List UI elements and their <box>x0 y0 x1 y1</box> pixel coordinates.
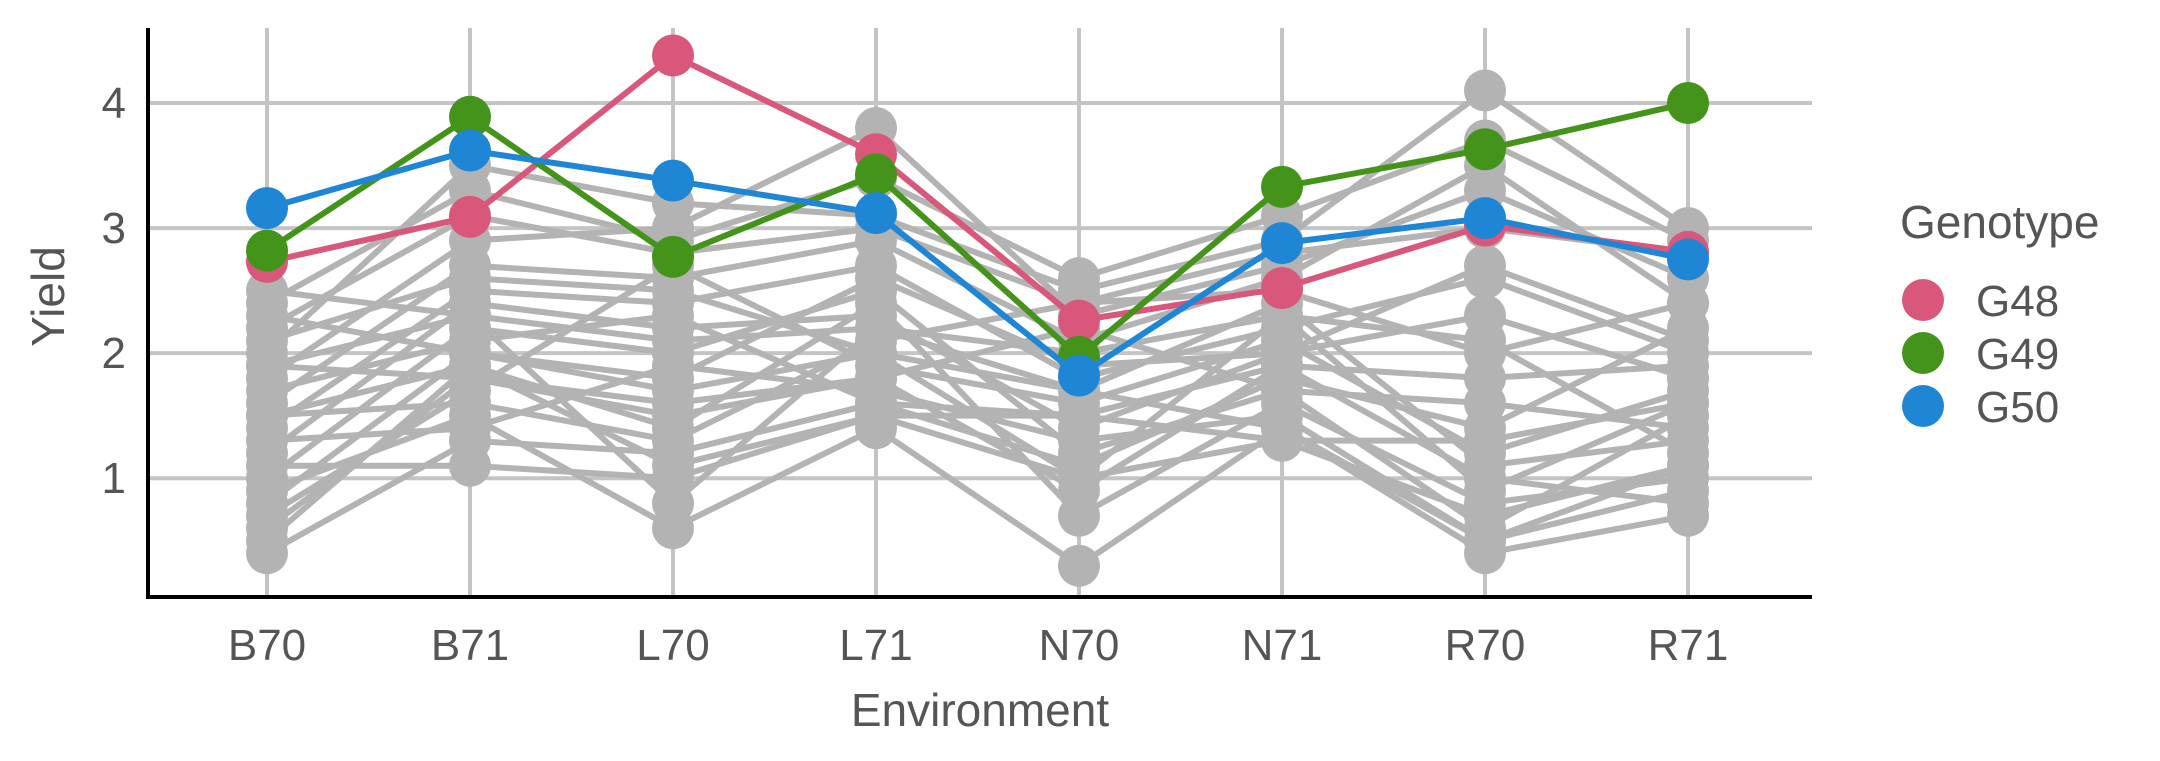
background-series-point <box>1464 419 1506 462</box>
background-series-point <box>855 394 897 437</box>
y-tick-label: 4 <box>102 79 126 128</box>
background-series-line <box>265 262 1689 519</box>
y-axis-title: Yield <box>22 246 74 347</box>
background-series-point <box>1058 394 1100 437</box>
series-point-g50 <box>1667 238 1709 281</box>
background-series-point <box>1464 319 1506 362</box>
background-series-point <box>652 332 694 375</box>
y-tick-label: 2 <box>102 329 126 378</box>
background-series-point <box>449 344 491 387</box>
background-series-point <box>449 294 491 337</box>
background-series-point <box>246 394 288 437</box>
series-point-g50 <box>1058 354 1100 397</box>
background-series-point <box>652 482 694 525</box>
x-tick-label: N71 <box>1242 621 1323 670</box>
background-series-point <box>652 394 694 437</box>
background-series-point <box>1464 382 1506 425</box>
series-line-g50 <box>266 147 1689 379</box>
background-series-point <box>855 307 897 350</box>
background-series-point <box>855 269 897 312</box>
series-point-g49 <box>855 153 897 196</box>
legend-label-g49: G49 <box>1976 330 2059 379</box>
background-series-point <box>1058 469 1100 512</box>
series-point-g50 <box>1464 197 1506 240</box>
background-series-line <box>266 312 1690 544</box>
background-series-line <box>265 262 1690 431</box>
y-tick-label: 3 <box>102 204 126 253</box>
background-series-point <box>1464 69 1506 112</box>
series-point-g48 <box>449 195 491 238</box>
background-series-point <box>855 357 897 400</box>
x-tick-label: R70 <box>1445 621 1526 670</box>
series-line-g48 <box>266 52 1689 324</box>
background-series-line <box>265 412 1689 569</box>
series-point-g50 <box>449 129 491 172</box>
background-series-point <box>1667 282 1709 325</box>
background-series-point <box>1667 444 1709 487</box>
background-series-point <box>246 344 288 387</box>
legend-swatch-g49 <box>1902 332 1944 374</box>
background-series-point <box>1464 457 1506 500</box>
legend-label-g48: G48 <box>1976 277 2059 326</box>
x-tick-label: L71 <box>839 621 912 670</box>
background-series-point <box>1058 544 1100 587</box>
series-point-g49 <box>1667 82 1709 125</box>
background-series-point <box>449 419 491 462</box>
background-series-point <box>652 444 694 487</box>
legend-label-g50: G50 <box>1976 383 2059 432</box>
series-point-g48 <box>1261 267 1303 310</box>
highlight-series-layer <box>246 34 1709 397</box>
x-axis-title: Environment <box>851 684 1109 736</box>
legend-swatch-g48 <box>1902 279 1944 321</box>
legend-swatch-g50 <box>1902 385 1944 427</box>
series-point-g50 <box>855 192 897 235</box>
background-series-point <box>1261 419 1303 462</box>
series-point-g49 <box>449 95 491 138</box>
background-series-point <box>1667 482 1709 525</box>
background-series-line <box>267 412 1689 519</box>
background-series-point <box>246 307 288 350</box>
x-tick-label: B70 <box>228 621 306 670</box>
background-series-line <box>265 125 1690 381</box>
background-series-point <box>1464 257 1506 300</box>
series-point-g49 <box>246 229 288 272</box>
series-point-g48 <box>1058 299 1100 342</box>
tick-labels-layer: 1 2 3 4 B70 B71 L70 L71 N70 N71 R70 R71 <box>102 79 1729 670</box>
background-series-line <box>265 287 1689 481</box>
background-series-point <box>246 507 288 550</box>
series-point-g49 <box>1261 165 1303 208</box>
series-point-g48 <box>652 34 694 77</box>
x-tick-label: N70 <box>1039 621 1120 670</box>
x-tick-label: B71 <box>431 621 509 670</box>
axes-layer <box>146 28 1812 599</box>
series-point-g49 <box>1464 128 1506 171</box>
series-point-g50 <box>652 159 694 202</box>
background-series-point <box>1464 519 1506 562</box>
series-point-g50 <box>246 187 288 230</box>
background-series-point <box>1261 344 1303 387</box>
series-point-g49 <box>652 235 694 278</box>
background-series-layer <box>246 69 1709 587</box>
series-line-g49 <box>265 100 1689 360</box>
x-tick-label: R71 <box>1648 621 1729 670</box>
background-series-line <box>264 87 1690 356</box>
background-series-line <box>266 362 1689 469</box>
x-tick-label: L70 <box>636 621 709 670</box>
legend-title: Genotype <box>1900 196 2099 248</box>
background-series-point <box>1667 382 1709 425</box>
y-tick-label: 1 <box>102 454 126 503</box>
series-point-g50 <box>1261 222 1303 265</box>
background-series-line <box>265 300 1689 543</box>
